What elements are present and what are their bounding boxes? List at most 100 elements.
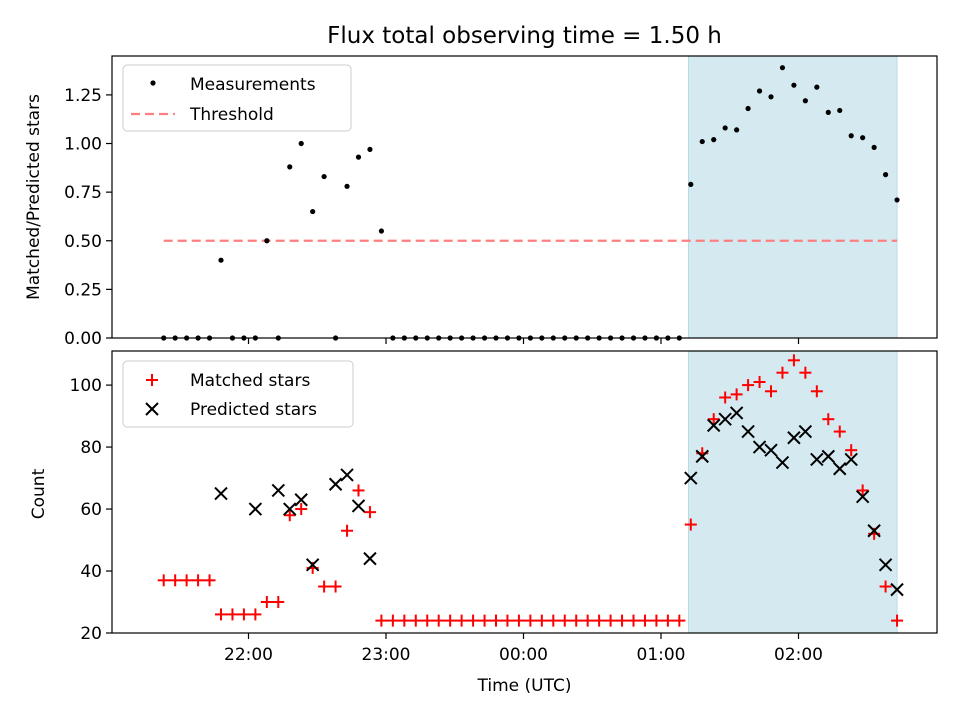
- matched-star-point: [226, 608, 239, 621]
- predicted-star-point: [214, 486, 228, 501]
- matched-star-point: [845, 444, 858, 457]
- predicted-star-point: [741, 424, 755, 439]
- x-tick-label: 02:00: [774, 645, 823, 665]
- matched-star-point: [719, 391, 732, 404]
- matched-star-point: [673, 614, 686, 627]
- measurement-point: [871, 144, 877, 151]
- matched-star-point: [363, 506, 376, 519]
- predicted-star-point: [328, 477, 343, 491]
- matched-star-point: [157, 574, 170, 587]
- x-tick-label: 23:00: [362, 645, 411, 665]
- x-tick-label: 01:00: [637, 645, 686, 665]
- predicted-star-point: [764, 443, 778, 457]
- matched-star-point: [272, 596, 285, 609]
- matched-star-point: [283, 509, 296, 522]
- measurement-point: [745, 105, 751, 112]
- measurement-point: [837, 107, 843, 114]
- measurement-point: [860, 135, 866, 141]
- bottom-plot-frame: [111, 350, 938, 634]
- matched-star-point: [730, 388, 743, 401]
- matched-star-point: [891, 614, 904, 627]
- predicted-star-point: [833, 462, 847, 476]
- matched-star-point: [215, 608, 227, 621]
- matched-star-point: [421, 614, 434, 627]
- top-highlight-span: [688, 55, 898, 339]
- matched-star-point: [742, 379, 755, 392]
- figure-title: Flux total observing time = 1.50 h: [327, 23, 722, 49]
- matched-star-point: [776, 366, 789, 379]
- matched-star-point: [432, 614, 445, 627]
- top-panel: 0.00 0.25 0.50 0.75 1.00 1.25 Matched/Predict…: [24, 55, 938, 349]
- bottom-y-label: Count: [29, 468, 49, 519]
- measurement-point: [378, 228, 385, 234]
- matched-star-point: [684, 518, 697, 531]
- matched-star-point: [856, 484, 869, 497]
- matched-star-point: [444, 614, 457, 627]
- measurement-point: [688, 181, 694, 187]
- measurement-point: [711, 137, 717, 143]
- matched-star-point: [616, 614, 629, 627]
- predicted-star-point: [271, 483, 285, 498]
- measurement-point: [756, 88, 763, 94]
- top-y-label: Matched/Predicted stars: [24, 94, 44, 300]
- measurement-point: [287, 164, 293, 170]
- matched-star-point: [478, 614, 491, 627]
- x-tick-label: 22:00: [224, 645, 273, 665]
- measurement-point: [355, 154, 362, 160]
- matched-star-point: [535, 614, 548, 627]
- legend-marker-matched: [146, 374, 158, 386]
- legend-label-predicted: Predicted stars: [190, 400, 317, 420]
- matched-star-point: [329, 580, 342, 593]
- matched-star-point: [237, 608, 250, 621]
- bottom-highlight-span: [688, 350, 898, 634]
- matched-star-point: [295, 503, 308, 516]
- predicted-star-point: [752, 440, 767, 454]
- measurement-point: [882, 172, 889, 178]
- predicted-star-point: [363, 551, 377, 566]
- measurement-point: [814, 84, 820, 90]
- measurement-point: [298, 140, 304, 147]
- measurement-point: [791, 82, 797, 88]
- predicted-star-point: [821, 449, 835, 464]
- predicted-star-point: [695, 449, 709, 464]
- measurement-point: [321, 173, 327, 180]
- legend-marker-measurements: [150, 80, 156, 86]
- y-tick-label: 0.00: [64, 329, 102, 349]
- measurement-point: [344, 183, 350, 189]
- top-y-axis: 0.00 0.25 0.50 0.75 1.00 1.25: [64, 86, 112, 349]
- measurement-point: [699, 138, 705, 145]
- matched-star-point: [707, 413, 720, 426]
- matched-star-point: [203, 574, 216, 587]
- y-tick-label: 80: [80, 438, 102, 458]
- predicted-star-point: [684, 471, 698, 485]
- top-plot-frame: [111, 55, 938, 339]
- matched-star-point: [341, 524, 354, 537]
- predicted-star-point: [707, 418, 721, 433]
- matched-star-point: [249, 608, 262, 621]
- x-tick-label: 00:00: [499, 645, 548, 665]
- y-tick-label: 40: [80, 562, 102, 582]
- legend-marker-predicted: [145, 402, 159, 416]
- y-tick-label: 0.25: [64, 280, 102, 300]
- y-tick-label: 1.00: [64, 135, 102, 155]
- matched-star-point: [581, 614, 594, 627]
- measurement-point: [722, 125, 728, 131]
- predicted-star-point: [294, 493, 308, 507]
- predicted-star-point: [351, 499, 366, 513]
- y-tick-label: 100: [70, 376, 102, 396]
- legend-label-matched: Matched stars: [190, 371, 310, 391]
- y-tick-label: 0.75: [64, 183, 102, 203]
- measurement-point: [264, 238, 270, 244]
- predicted-star-point: [775, 455, 790, 470]
- matched-star-point: [833, 425, 846, 438]
- matched-star-point: [593, 614, 606, 627]
- measurement-point: [894, 197, 900, 203]
- predicted-star-point: [810, 452, 824, 467]
- matched-star-point: [180, 574, 193, 587]
- predicted-star-point: [878, 558, 893, 572]
- measurement-point: [779, 65, 786, 71]
- predicted-star-point: [340, 468, 354, 482]
- matched-star-point: [753, 375, 766, 388]
- predicted-star-point: [283, 502, 297, 516]
